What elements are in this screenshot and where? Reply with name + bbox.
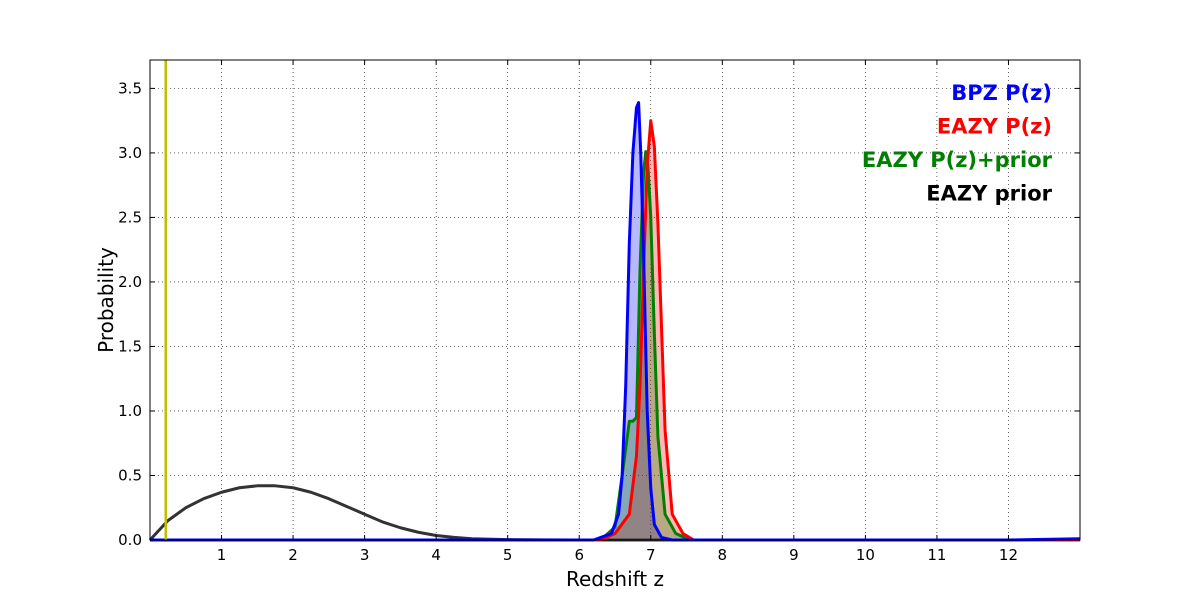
x-tick-label: 9 — [789, 546, 799, 564]
y-tick-label: 2.5 — [118, 208, 142, 226]
x-tick-label: 11 — [927, 546, 946, 564]
y-tick-label: 1.0 — [118, 402, 142, 420]
y-tick-label: 2.0 — [118, 273, 142, 291]
x-tick-label: 6 — [574, 546, 584, 564]
x-tick-label: 8 — [718, 546, 728, 564]
x-tick-label: 3 — [360, 546, 370, 564]
grid-lines — [150, 60, 1080, 540]
eazy-p-z-line — [150, 119, 1080, 542]
x-tick-label: 4 — [431, 546, 441, 564]
legend-entry-eazy-p-z-prior: EAZY P(z)+prior — [862, 148, 1053, 172]
legend-entry-eazy-prior: EAZY prior — [926, 182, 1052, 206]
bpz-p-z-line — [150, 101, 1081, 542]
plot-frame — [149, 59, 1081, 541]
x-tick-label: 2 — [288, 546, 298, 564]
x-tick-label: 12 — [999, 546, 1018, 564]
y-tick-label: 1.5 — [118, 337, 142, 355]
x-axis-title: Redshift z — [566, 567, 664, 591]
x-tick-label: 1 — [217, 546, 227, 564]
x-tick-label: 5 — [503, 546, 513, 564]
y-axis-title: Probability — [94, 247, 118, 353]
legend: BPZ P(z) EAZY P(z) EAZY P(z)+prior EAZY pri… — [862, 81, 1053, 206]
x-tick-label: 7 — [646, 546, 656, 564]
y-tick-label: 3.0 — [118, 144, 142, 162]
x-tick-label: 10 — [856, 546, 875, 564]
legend-entry-bpz-p-z: BPZ P(z) — [951, 81, 1052, 105]
axis-ticks: 1 2 3 4 5 6 7 8 9 10 11 120.00.51.01.52.02.53.03.5 — [118, 60, 1080, 564]
y-tick-label: 3.5 — [118, 79, 142, 97]
y-tick-label: 0.0 — [118, 531, 142, 549]
y-tick-label: 0.5 — [118, 466, 142, 484]
legend-entry-eazy-p-z: EAZY P(z) — [937, 115, 1052, 139]
